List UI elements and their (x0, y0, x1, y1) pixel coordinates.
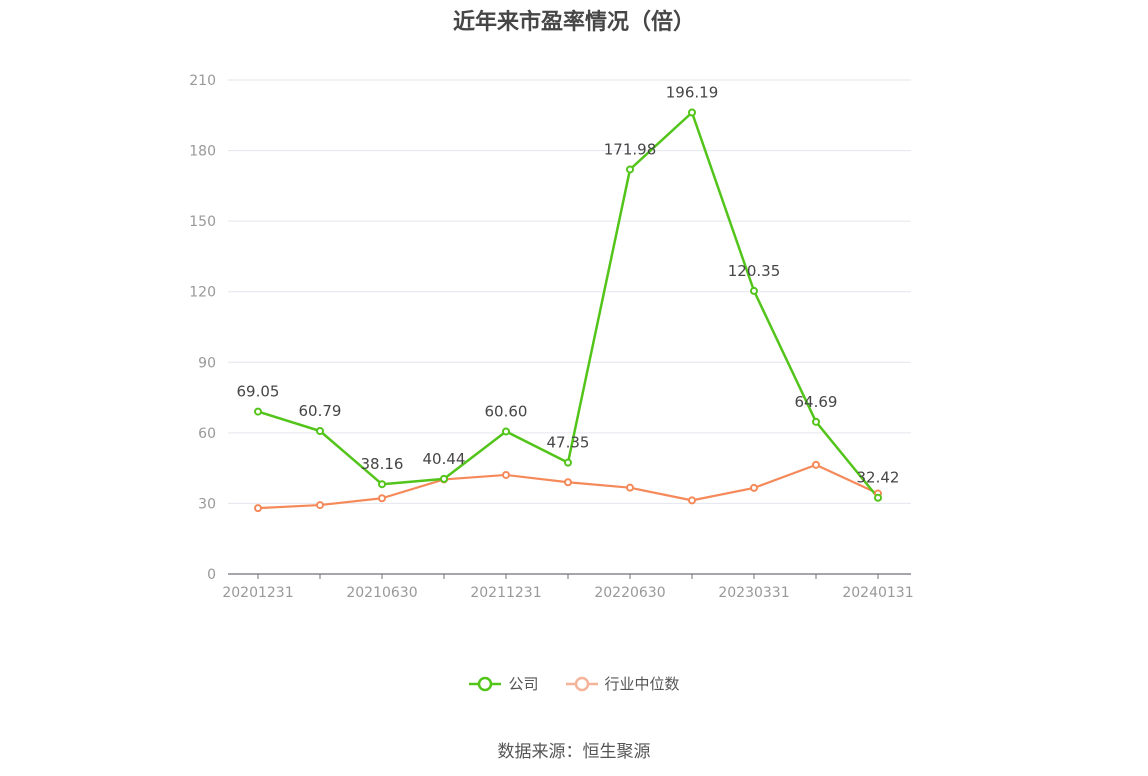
x-tick-label: 20210630 (346, 585, 417, 601)
y-tick-label: 90 (198, 355, 216, 371)
data-point (564, 478, 572, 487)
data-labels: 69.05 60.79 38.16 40.44 60.60 47.35 171.98 196.… (237, 83, 900, 486)
data-label: 64.69 (795, 393, 838, 411)
y-tick-label: 0 (207, 567, 216, 583)
x-tick-label: 20230331 (718, 585, 789, 601)
line-chart: 0 30 60 90 120 150 180 210 20201231 20210630 20211… (189, 73, 913, 601)
data-label: 32.42 (857, 469, 900, 487)
legend-item-company[interactable]: 公司 (468, 673, 539, 694)
data-point (440, 474, 448, 483)
data-point (564, 458, 572, 467)
data-point (812, 417, 820, 426)
y-tick-label: 210 (189, 73, 216, 89)
data-point (688, 496, 696, 505)
legend-item-industry-median[interactable]: 行业中位数 (565, 673, 680, 694)
x-tick-label: 20220630 (594, 585, 665, 601)
legend-line-icon (469, 676, 502, 691)
data-label: 120.35 (728, 262, 781, 280)
legend-label-industry-median: 行业中位数 (604, 675, 680, 693)
data-point (750, 483, 758, 492)
legend-label-company: 公司 (508, 675, 539, 693)
y-tick-label: 150 (189, 214, 216, 230)
data-point (378, 480, 386, 489)
data-point (378, 494, 386, 503)
data-point (626, 483, 634, 492)
data-label: 40.44 (423, 450, 466, 468)
data-point (502, 470, 510, 479)
data-label: 196.19 (666, 83, 719, 101)
data-label: 69.05 (237, 383, 280, 401)
data-point (254, 407, 262, 416)
y-tick-label: 60 (198, 426, 216, 442)
legend-line-icon (565, 676, 598, 691)
data-point (688, 108, 696, 117)
data-point (316, 501, 324, 510)
data-source: 数据来源：恒生聚源 (497, 742, 651, 762)
data-label: 60.60 (485, 402, 528, 420)
data-label: 60.79 (299, 402, 342, 420)
data-point (750, 286, 758, 295)
data-point (812, 460, 820, 469)
data-point (502, 427, 510, 436)
data-label: 47.35 (547, 434, 590, 452)
axes: 0 30 60 90 120 150 180 210 20201231 20210630 20211… (189, 73, 913, 601)
series-line (257, 463, 879, 510)
chart-title: 近年来市盈率情况（倍） (452, 10, 695, 35)
data-point (874, 493, 882, 502)
data-label: 171.98 (604, 140, 657, 158)
data-point (626, 165, 634, 174)
series-points (254, 108, 882, 513)
x-tick-label: 20201231 (222, 585, 293, 601)
y-tick-label: 120 (189, 285, 216, 301)
data-label: 38.16 (361, 455, 404, 473)
data-point (254, 504, 262, 513)
data-point (316, 426, 324, 435)
legend: 公司 行业中位数 (0, 673, 1148, 694)
x-tick-label: 20211231 (470, 585, 541, 601)
x-tick-label: 20240131 (842, 585, 913, 601)
y-tick-label: 180 (189, 144, 216, 160)
y-tick-label: 30 (198, 496, 216, 512)
